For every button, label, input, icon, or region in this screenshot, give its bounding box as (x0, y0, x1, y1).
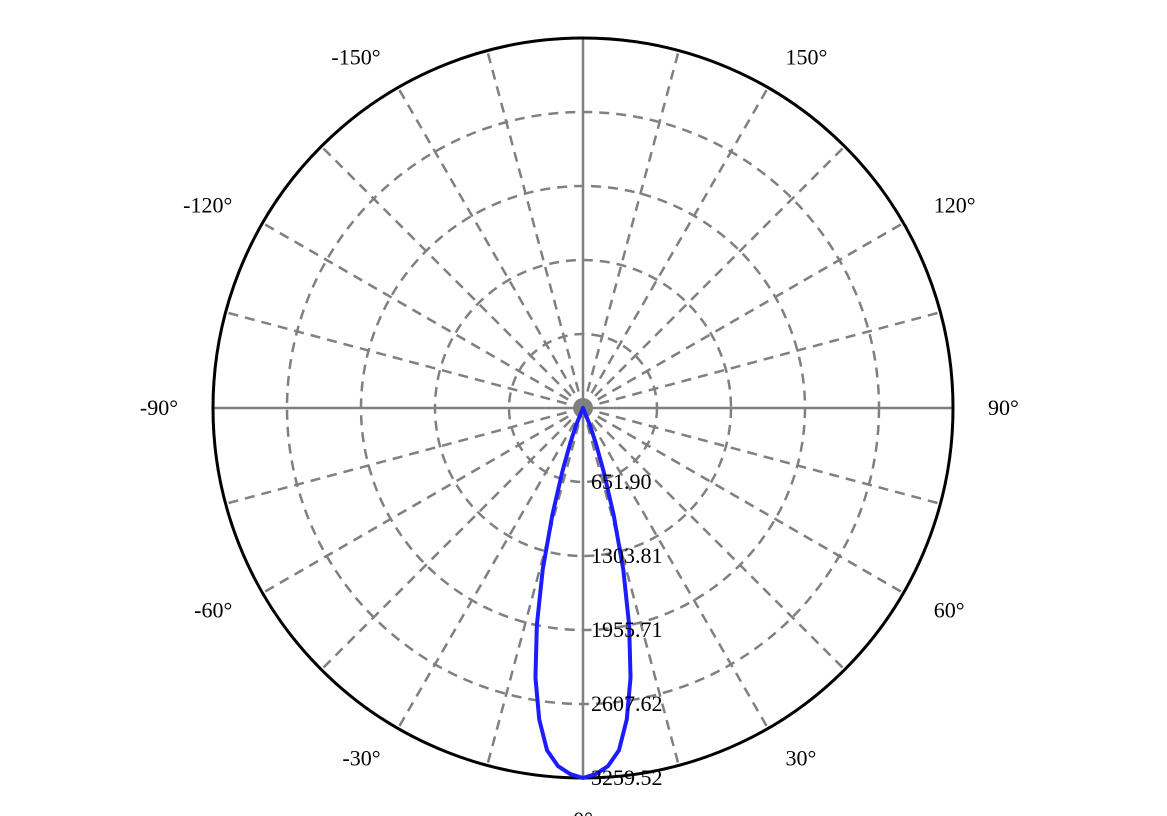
grid-spoke (487, 408, 583, 765)
radial-tick-label: 2607.62 (591, 691, 663, 716)
radial-tick-label: 1303.81 (591, 543, 663, 568)
angle-label: -60° (194, 598, 232, 623)
grid-spoke (226, 408, 583, 504)
angle-label: -120° (183, 193, 232, 218)
radial-tick-label: 651.90 (591, 469, 652, 494)
angle-label: ±180° (556, 0, 610, 2)
grid-spoke (583, 408, 768, 728)
grid-spoke (487, 51, 583, 408)
grid-spoke (263, 408, 583, 593)
grid-spoke (583, 223, 903, 408)
angle-label: -150° (331, 44, 380, 69)
grid-spoke (226, 312, 583, 408)
radial-tick-label: 3259.52 (591, 765, 663, 790)
grid-spoke (263, 223, 583, 408)
grid-spoke (583, 88, 768, 408)
radial-tick-label: 1955.71 (591, 617, 663, 642)
angle-label: 150° (786, 44, 828, 69)
grid-spoke (583, 146, 845, 408)
angle-label: -90° (140, 395, 178, 420)
grid-spoke (321, 408, 583, 670)
grid-spoke (398, 88, 583, 408)
angle-label: 60° (934, 598, 965, 623)
grid-spoke (583, 51, 679, 408)
angle-label: 90° (988, 395, 1019, 420)
grid-spoke (321, 146, 583, 408)
angle-label: 30° (786, 746, 817, 771)
grid-spoke (583, 312, 940, 408)
polar-chart: 0° 30° 60° 90° 120° 150° ±180° -150° -120° -90° -6… (0, 0, 1167, 816)
grid-spoke (398, 408, 583, 728)
angle-label: -30° (342, 746, 380, 771)
angle-label: 120° (934, 193, 976, 218)
angle-label: 0° (573, 807, 593, 816)
